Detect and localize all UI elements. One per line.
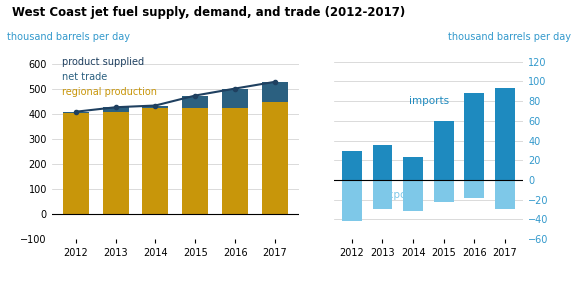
Bar — [102, 112, 129, 214]
Bar — [403, 157, 423, 180]
Text: regional production: regional production — [62, 87, 156, 97]
Bar — [495, 88, 515, 180]
Bar — [63, 112, 89, 113]
Bar — [222, 88, 248, 108]
Bar — [465, 180, 484, 198]
Bar — [465, 93, 484, 180]
Text: net trade: net trade — [62, 72, 107, 82]
Text: exports: exports — [381, 190, 420, 200]
Bar — [143, 105, 168, 108]
Bar — [373, 180, 392, 209]
Text: product supplied: product supplied — [62, 57, 144, 67]
Bar — [143, 108, 168, 214]
Bar — [182, 108, 208, 214]
Text: thousand barrels per day: thousand barrels per day — [448, 33, 570, 42]
Bar — [63, 113, 89, 214]
Text: imports: imports — [409, 96, 450, 106]
Bar — [434, 121, 454, 180]
Bar — [342, 180, 362, 221]
Bar — [222, 108, 248, 214]
Bar — [342, 151, 362, 180]
Text: thousand barrels per day: thousand barrels per day — [7, 33, 131, 42]
Bar — [403, 180, 423, 211]
Bar — [495, 180, 515, 209]
Bar — [373, 145, 392, 180]
Bar — [262, 102, 288, 214]
Text: West Coast jet fuel supply, demand, and trade (2012-2017): West Coast jet fuel supply, demand, and … — [12, 6, 405, 19]
Bar — [262, 82, 288, 102]
Bar — [102, 107, 129, 112]
Bar — [182, 96, 208, 108]
Bar — [434, 180, 454, 202]
